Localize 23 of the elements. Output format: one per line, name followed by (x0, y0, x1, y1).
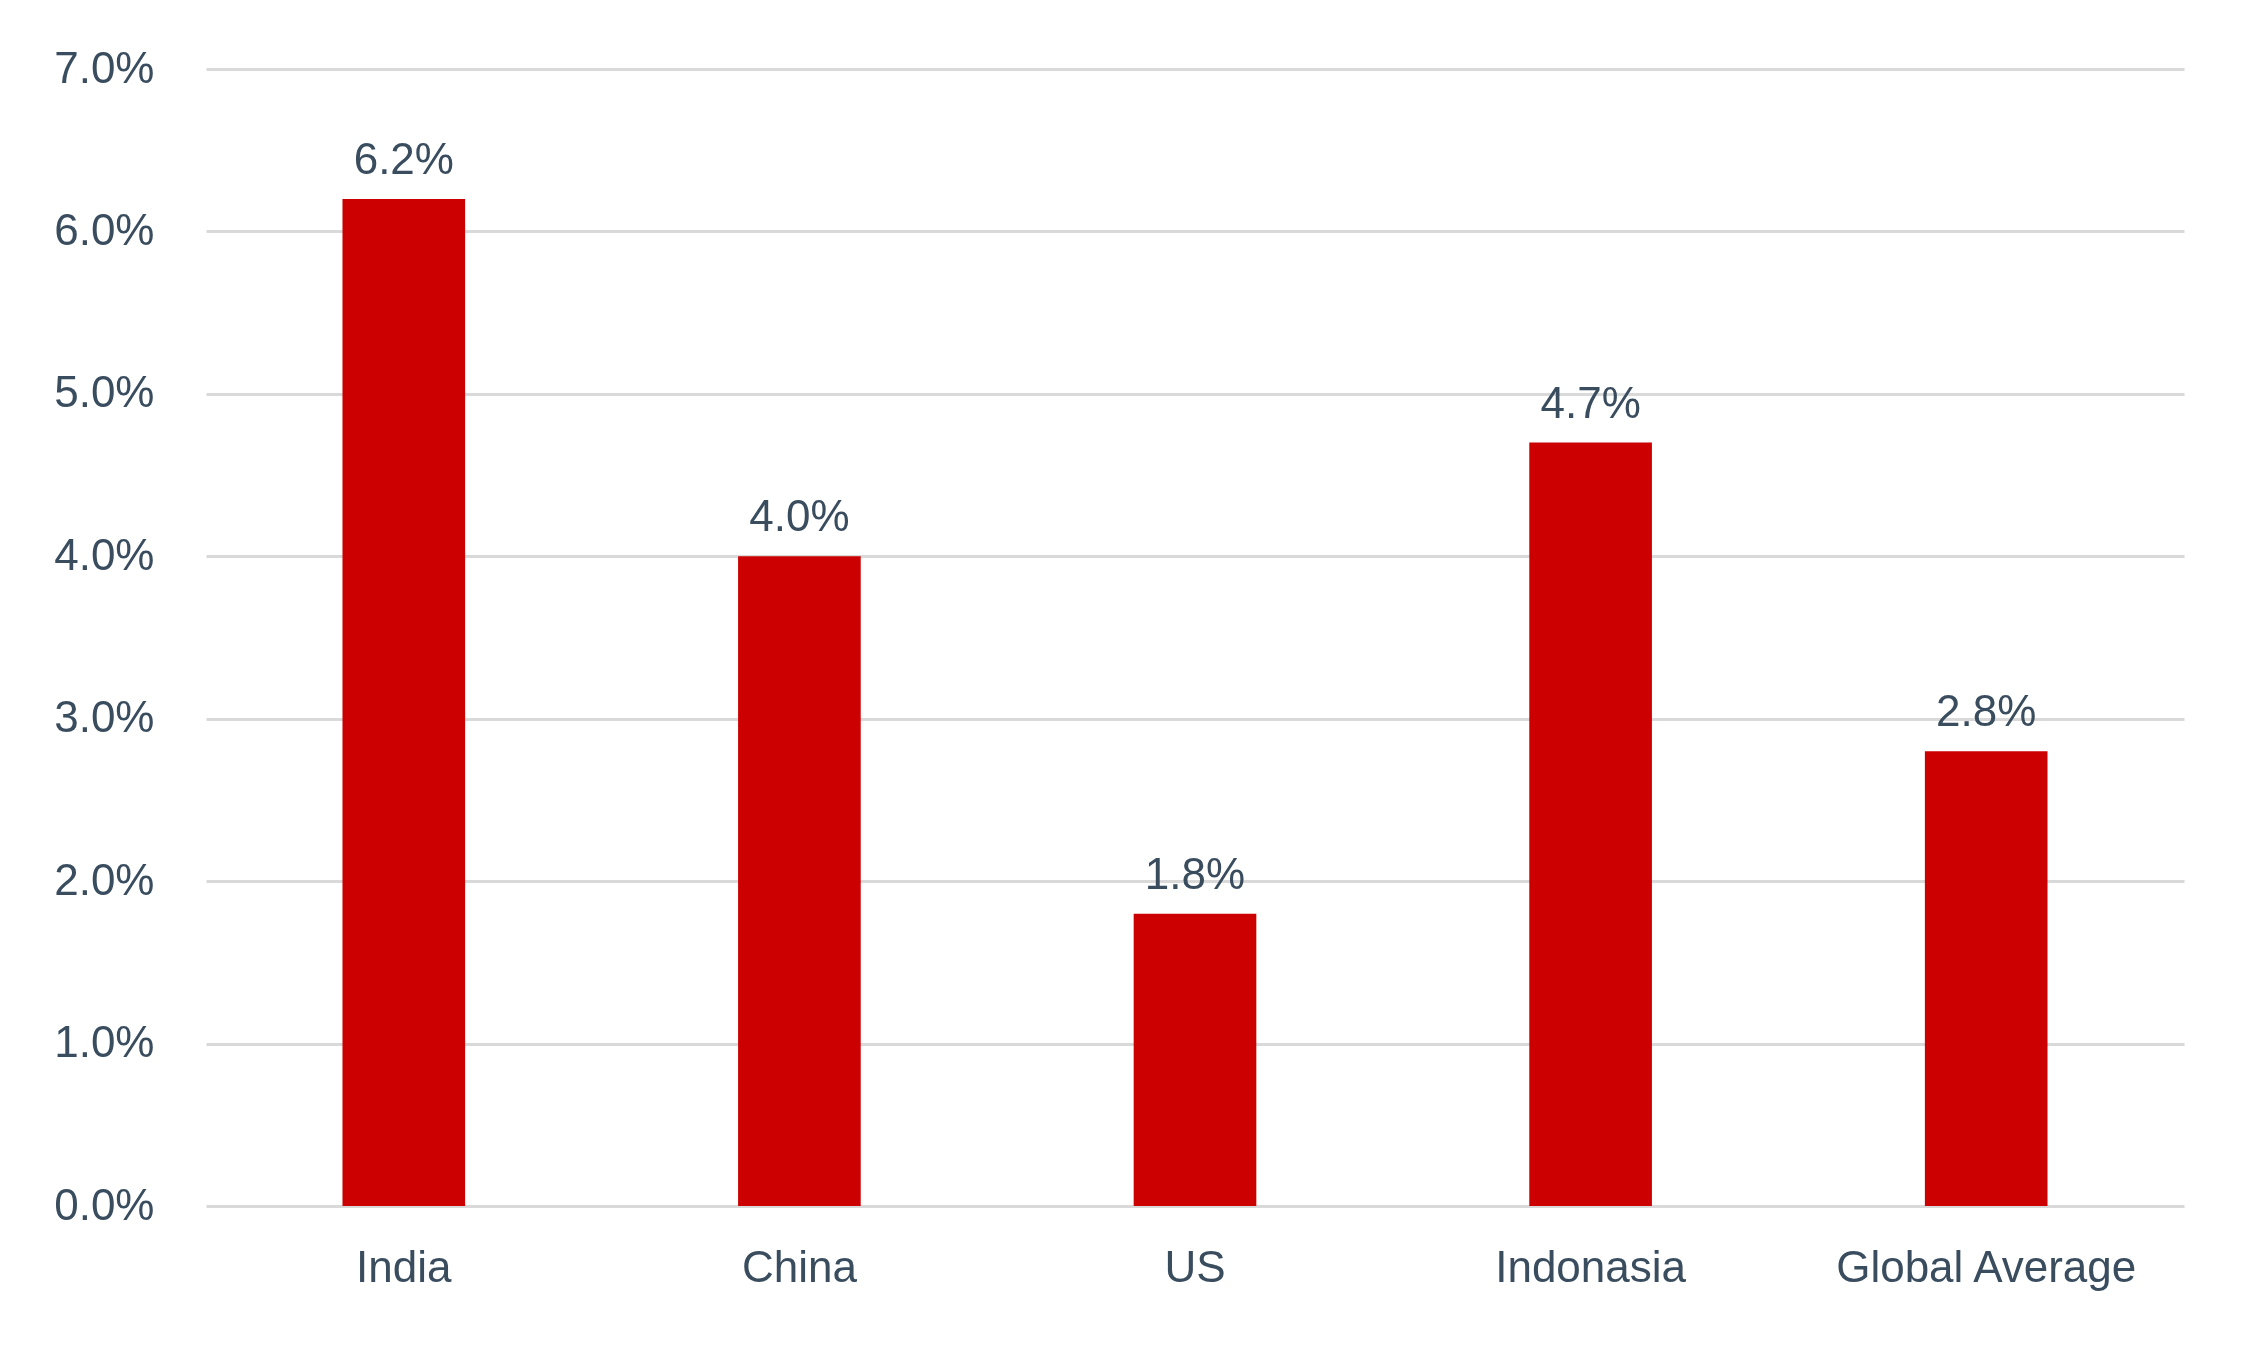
y-tick-label: 7.0% (54, 42, 155, 92)
y-tick-label: 1.0% (54, 1017, 155, 1067)
y-tick-label: 2.0% (54, 854, 155, 904)
y-tick-label: 4.0% (54, 529, 155, 579)
bar (1529, 442, 1652, 1206)
y-tick-label: 0.0% (54, 1179, 155, 1229)
y-tick-label: 5.0% (54, 367, 155, 417)
data-label: 4.7% (1540, 377, 1641, 427)
y-tick-label: 3.0% (54, 692, 155, 742)
data-label: 4.0% (749, 491, 850, 541)
x-tick-label: Global Average (1836, 1241, 2137, 1291)
y-tick-label: 6.0% (54, 204, 155, 254)
bar (1924, 751, 2048, 1206)
x-tick-label: China (741, 1241, 858, 1291)
bar (342, 198, 466, 1206)
bar (1133, 913, 1257, 1206)
data-label: 2.8% (1936, 686, 2037, 736)
x-tick-label: India (356, 1241, 453, 1291)
x-tick-label: Indonasia (1495, 1241, 1687, 1291)
data-label: 1.8% (1144, 848, 1246, 898)
x-tick-label: US (1164, 1241, 1226, 1291)
bar (738, 556, 861, 1206)
data-label: 6.2% (353, 133, 454, 183)
